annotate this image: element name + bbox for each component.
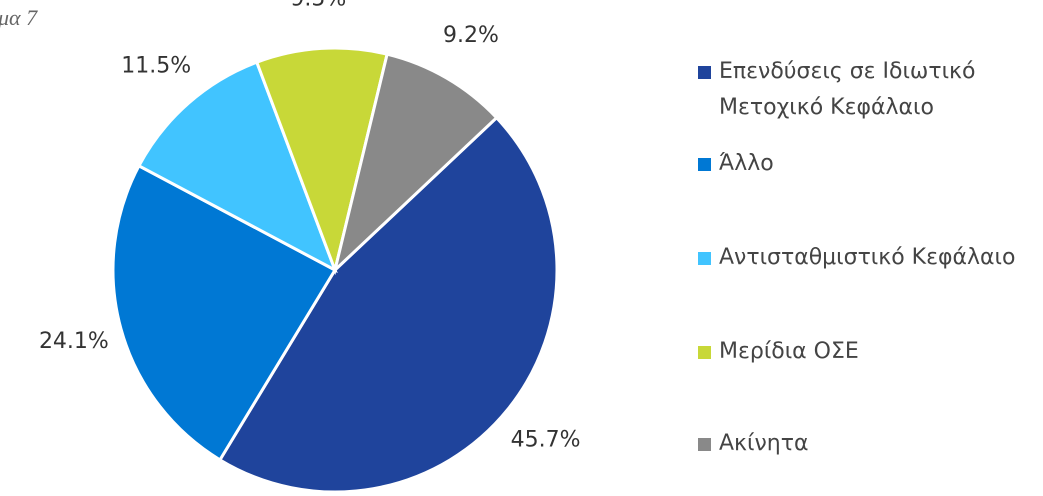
- legend-swatch: [698, 438, 711, 451]
- data-label: 9.2%: [443, 23, 499, 48]
- data-label: 9.5%: [290, 0, 346, 12]
- legend-label: Άλλο: [719, 151, 774, 176]
- data-label: 45.7%: [511, 427, 581, 452]
- slice: [136, 60, 338, 274]
- legend-label: Ακίνητα: [719, 431, 809, 456]
- legend-item: Ακίνητα: [698, 426, 1028, 462]
- subtitle: μα 7: [0, 5, 38, 30]
- slice: [254, 46, 389, 276]
- legend-swatch: [698, 252, 711, 265]
- legend-label: Μερίδια ΟΣΕ: [719, 339, 859, 364]
- slice: [217, 115, 559, 494]
- legend-item: Επενδύσεις σε Ιδιωτικό Μετοχικό Κεφάλαιο: [698, 54, 1028, 126]
- data-label: 24.1%: [39, 329, 109, 354]
- legend-swatch: [698, 158, 711, 171]
- legend-swatch: [698, 66, 711, 79]
- legend-label: Αντισταθμιστικό Κεφάλαιο: [719, 245, 1016, 270]
- data-label: 11.5%: [121, 54, 191, 79]
- legend-item: Μερίδια ΟΣΕ: [698, 334, 1028, 370]
- slice: [332, 52, 499, 275]
- legend-item: Άλλο: [698, 146, 1028, 182]
- legend-item: Αντισταθμιστικό Κεφάλαιο: [698, 240, 1028, 276]
- slice: [111, 163, 338, 462]
- legend-label: Επενδύσεις σε Ιδιωτικό Μετοχικό Κεφάλαιο: [719, 59, 976, 120]
- legend-swatch: [698, 346, 711, 359]
